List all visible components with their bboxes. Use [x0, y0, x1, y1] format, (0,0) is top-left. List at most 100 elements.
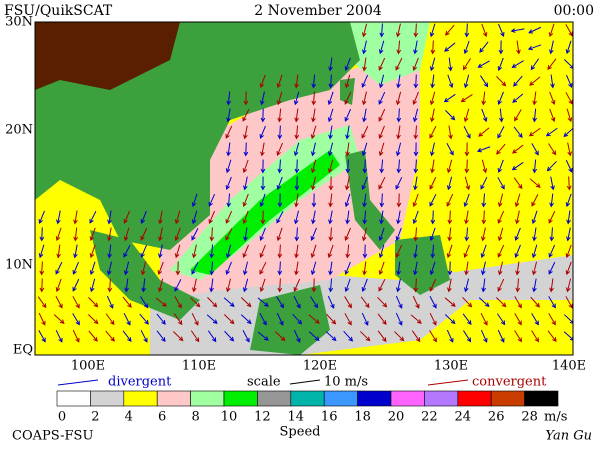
color-swatch — [357, 390, 392, 407]
wind-vectors — [37, 23, 573, 343]
wind-arrow — [496, 75, 507, 87]
wind-arrow — [191, 227, 199, 241]
colorbar-tick: 2 — [91, 410, 99, 425]
wind-arrow — [55, 261, 63, 275]
wind-arrow — [531, 330, 539, 343]
wind-arrow — [413, 244, 418, 259]
wind-arrow — [464, 142, 470, 157]
colorbar-tick: 10 — [221, 410, 238, 425]
lat-label: 10N — [5, 258, 33, 273]
wind-arrow — [243, 91, 249, 106]
wind-arrow — [344, 227, 351, 241]
wind-arrow — [343, 330, 354, 342]
wind-arrow — [565, 40, 572, 55]
wind-arrow — [361, 176, 368, 191]
wind-arrow — [549, 108, 556, 123]
wind-arrow — [513, 177, 523, 190]
wind-arrow — [463, 40, 470, 55]
wind-arrow — [377, 296, 388, 308]
wind-arrow — [260, 210, 266, 225]
wind-arrow — [311, 91, 317, 106]
wind-arrow — [327, 108, 334, 123]
wind-arrow — [413, 125, 419, 140]
wind-arrow — [430, 210, 436, 225]
wind-arrow — [327, 142, 334, 157]
wind-arrow — [430, 244, 436, 259]
wind-arrow — [242, 244, 249, 258]
wind-arrow — [447, 261, 453, 276]
wind-arrow — [240, 314, 252, 325]
wind-arrow — [106, 295, 114, 309]
wind-arrow — [395, 91, 402, 106]
wind-arrow — [242, 210, 249, 225]
wind-arrow — [361, 40, 367, 55]
wind-arrow — [396, 193, 402, 208]
wind-arrow — [243, 142, 249, 157]
wind-arrow — [310, 261, 317, 276]
wind-arrow — [546, 160, 557, 172]
wind-arrow — [107, 278, 113, 293]
wind-arrow — [395, 278, 401, 293]
colorbar-tick: 0 — [58, 410, 66, 425]
wind-arrow — [362, 108, 367, 123]
wind-arrow — [429, 193, 437, 207]
wind-arrow — [156, 330, 166, 342]
wind-arrow — [225, 261, 232, 275]
wind-arrow — [310, 296, 319, 309]
wind-arrow — [395, 244, 403, 258]
wind-arrow — [516, 40, 521, 55]
wind-arrow — [328, 227, 334, 242]
wind-arrow — [174, 278, 182, 292]
wind-arrow — [345, 244, 351, 259]
wind-arrow — [140, 296, 149, 309]
wind-arrow — [242, 278, 249, 293]
wind-arrow — [362, 210, 368, 225]
wind-arrow — [395, 23, 401, 38]
wind-arrow — [310, 159, 317, 174]
wind-arrow — [514, 313, 522, 326]
wind-arrow — [464, 261, 469, 276]
wind-arrow — [497, 244, 505, 258]
wind-arrow — [462, 296, 473, 308]
wind-arrow — [123, 227, 130, 242]
wind-arrow — [429, 57, 436, 72]
colorbar-tick: 4 — [125, 410, 133, 425]
wind-arrow — [225, 227, 233, 241]
wind-arrow — [344, 108, 352, 122]
wind-arrow — [294, 227, 300, 242]
map — [35, 22, 573, 355]
wind-arrow — [497, 278, 505, 292]
wind-arrow — [446, 329, 454, 343]
wind-arrow — [345, 125, 350, 140]
wind-arrow — [548, 143, 557, 156]
wind-arrow — [274, 331, 286, 342]
wind-arrow — [531, 143, 539, 156]
convergent-label: convergent — [472, 375, 547, 390]
wind-arrow — [72, 278, 80, 292]
wind-arrow — [566, 210, 571, 225]
wind-arrow — [209, 227, 215, 242]
wind-arrow — [479, 41, 489, 53]
color-swatch — [457, 390, 492, 407]
colorbar-tick: 18 — [354, 410, 371, 425]
divergent-arrow — [57, 379, 99, 386]
highland — [35, 22, 180, 90]
wind-arrow — [563, 127, 573, 138]
wind-arrow — [460, 94, 473, 103]
wind-arrow — [531, 244, 538, 259]
wind-arrow — [530, 296, 540, 308]
color-swatch — [123, 390, 158, 407]
wind-arrow — [208, 193, 216, 207]
wind-arrow — [361, 125, 369, 139]
wind-arrow — [123, 244, 131, 258]
wind-arrow — [547, 330, 557, 342]
wind-arrow — [514, 296, 522, 309]
wind-arrow — [223, 314, 235, 325]
wind-arrow — [277, 278, 283, 293]
lat-label: 30N — [5, 15, 33, 30]
wind-arrow — [413, 74, 419, 89]
wind-arrow — [107, 210, 112, 225]
wind-arrow — [396, 40, 402, 55]
colorbar: 0 2 4 6 8 10 12 14 16 18 20 22 24 26 28 m/s — [56, 390, 567, 425]
wind-arrow — [377, 330, 387, 343]
